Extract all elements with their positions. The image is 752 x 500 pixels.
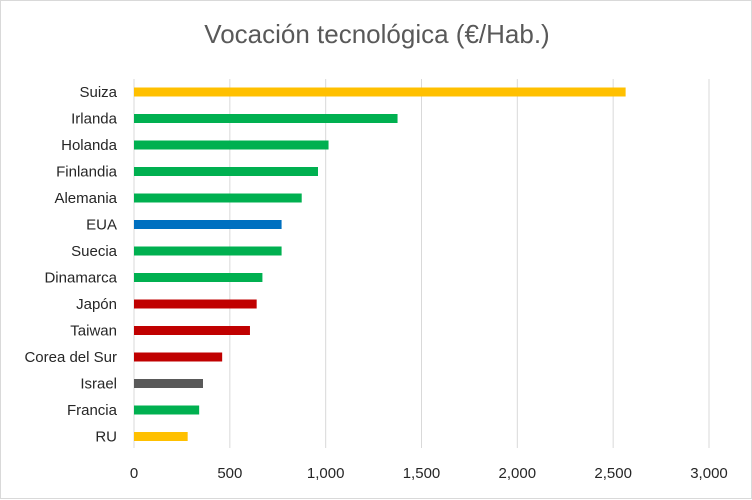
bars [134, 87, 626, 441]
bar-dinamarca [134, 273, 263, 282]
bar-suecia [134, 246, 282, 256]
x-tick-label: 3,000 [690, 465, 728, 482]
bar-israel [134, 379, 203, 388]
category-label: Holanda [61, 137, 118, 154]
x-tick-label: 0 [130, 465, 138, 482]
bar-irlanda [134, 114, 398, 123]
bar-corea-del-sur [134, 352, 223, 362]
x-tick-label: 2,500 [594, 465, 632, 482]
bar-francia [134, 405, 200, 415]
category-label: Taiwan [70, 323, 117, 340]
category-label: Francia [67, 402, 118, 419]
bar-suiza [134, 87, 626, 97]
bar-finlandia [134, 167, 318, 176]
bar-taiwan [134, 326, 250, 335]
category-label: Irlanda [71, 111, 118, 128]
category-label: Dinamarca [44, 270, 117, 287]
bar-alemania [134, 193, 302, 203]
x-tick-label: 2,000 [499, 465, 537, 482]
category-labels: Suiza Irlanda Holanda Finlandia Alemania EUA S… [24, 84, 117, 446]
x-tick-label: 1,000 [307, 465, 345, 482]
category-label: RU [95, 429, 117, 446]
chart-title: Vocación tecnológica (€/Hab.) [204, 19, 550, 49]
category-label: Israel [80, 376, 117, 393]
x-tick-label: 1,500 [403, 465, 441, 482]
bar-japón [134, 299, 257, 309]
category-label: Suecia [71, 243, 118, 260]
bar-ru [134, 432, 188, 441]
bar-holanda [134, 140, 329, 150]
category-label: Corea del Sur [24, 349, 117, 366]
gridlines [133, 79, 710, 448]
category-label: Japón [76, 296, 117, 313]
x-tick-labels: 0 500 1,000 1,500 2,000 2,500 3,000 [130, 465, 728, 482]
x-tick-label: 500 [217, 465, 242, 482]
bar-eua [134, 220, 282, 229]
category-label: EUA [86, 217, 117, 234]
category-label: Suiza [79, 84, 117, 101]
category-label: Alemania [54, 190, 117, 207]
category-label: Finlandia [56, 164, 118, 181]
